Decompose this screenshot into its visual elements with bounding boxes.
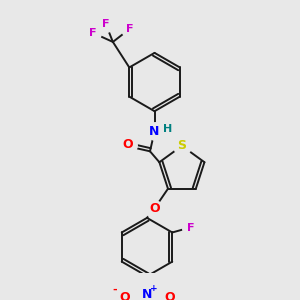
- Text: F: F: [89, 28, 97, 38]
- Text: -: -: [112, 285, 116, 295]
- Text: N: N: [142, 288, 152, 300]
- Text: S: S: [177, 139, 186, 152]
- Text: O: O: [119, 291, 130, 300]
- Text: +: +: [151, 284, 158, 292]
- Text: O: O: [164, 291, 175, 300]
- Text: N: N: [149, 125, 160, 138]
- Text: F: F: [102, 19, 109, 29]
- Text: O: O: [123, 138, 134, 152]
- Text: O: O: [149, 202, 160, 215]
- Text: F: F: [187, 223, 194, 233]
- Text: F: F: [125, 24, 133, 34]
- Text: H: H: [163, 124, 172, 134]
